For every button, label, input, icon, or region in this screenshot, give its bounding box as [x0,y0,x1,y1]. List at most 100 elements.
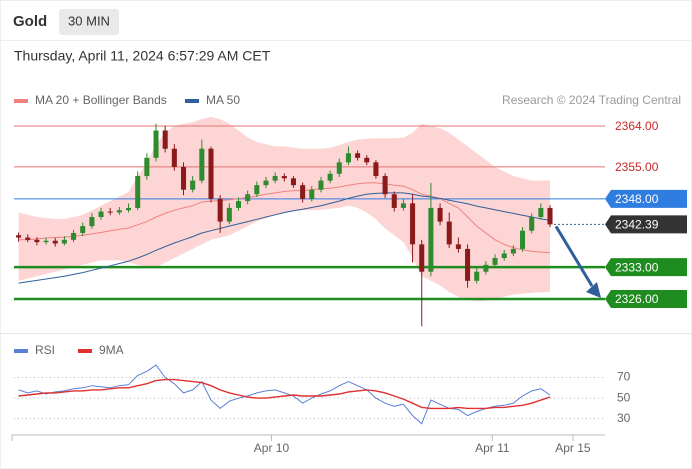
candle-body [428,207,434,272]
candle-body [547,207,553,225]
candle-body [309,189,315,199]
legend-label: RSI [35,343,55,357]
y-tick-label: 70 [617,370,631,384]
candle [520,227,526,252]
y-tick-label: 50 [617,390,631,404]
candle [501,249,507,261]
candle-body [43,240,49,243]
candle-body [107,211,113,213]
candle-body [455,244,461,249]
candle [71,229,77,243]
candle-body [501,253,507,259]
candle-body [126,207,132,211]
candle [437,203,443,226]
candle-body [162,130,168,149]
candle-body [327,173,333,181]
candle [318,176,324,193]
candle-body [410,203,416,245]
separator [0,40,692,41]
ma-line [18,192,551,284]
candle [52,237,58,247]
candle-body [34,239,40,243]
candle-body [171,148,177,167]
x-tick-label: Apr 11 [475,441,510,455]
candle [43,237,49,245]
candle-body [61,239,67,244]
candle [455,237,461,253]
candle-body [135,176,141,208]
candle-body [391,194,397,208]
candle [89,212,95,229]
candle [208,146,214,203]
candle [162,125,168,153]
timestamp: Thursday, April 11, 2024 6:57:29 AM CET [14,48,271,64]
candle [135,171,141,211]
level-label: 2364.00 [615,119,659,133]
candle-body [538,207,544,218]
level-label: 2348.00 [615,192,659,206]
candle-body [245,194,251,202]
candle-body [272,176,278,181]
candle-body [153,130,159,158]
panel-separator [0,333,692,334]
candle-body [400,203,406,208]
candle-body [89,217,95,227]
candle-body [281,176,287,179]
candle-body [419,244,425,272]
legend-swatch [14,349,28,353]
level-label: 2333.00 [615,260,659,274]
candle-body [217,198,223,222]
candle [419,239,425,327]
candle [153,123,159,162]
candle [465,244,471,288]
legend-label: 9MA [99,343,124,357]
x-tick-label: Apr 10 [254,441,290,455]
candle [61,236,67,246]
candle [410,194,416,263]
candle [263,176,269,188]
candle-body [382,176,388,195]
candle [281,173,287,182]
candle [34,237,40,246]
credit: Research © 2024 Trading Central [502,93,681,107]
candle [492,254,498,269]
candle [290,176,296,188]
candle-body [80,226,86,233]
projection-arrow [554,225,594,287]
level-label: 2326.00 [615,292,659,306]
candle [474,267,480,284]
candle [428,182,434,277]
candle-body [180,166,187,190]
candle-body [190,180,196,190]
candle [510,245,516,257]
x-tick-label: Apr 15 [555,441,591,455]
candle [190,176,196,193]
candle-body [510,248,516,254]
candle-body [465,248,471,281]
candle [446,212,452,249]
candle [373,160,379,179]
candle-body [290,178,296,186]
last-price-label: 2342.39 [615,218,659,232]
candle [144,153,150,180]
candle-body [116,210,122,213]
candle [355,150,361,161]
badge-bg [59,9,119,35]
candle [364,155,370,166]
candle-body [364,157,370,163]
legend-label: MA 20 + Bollinger Bands [35,93,167,107]
candle-body [300,185,306,199]
candle-body [263,180,269,186]
candle-body [373,162,379,177]
candle-body [199,148,205,181]
candle [483,261,489,275]
rsi-line [18,364,551,425]
candle-body [529,217,535,231]
legend-swatch [14,99,28,103]
candle-body [474,271,480,281]
candle [327,170,333,184]
candle [309,186,315,202]
candle-body [208,148,214,199]
candle [80,222,86,237]
